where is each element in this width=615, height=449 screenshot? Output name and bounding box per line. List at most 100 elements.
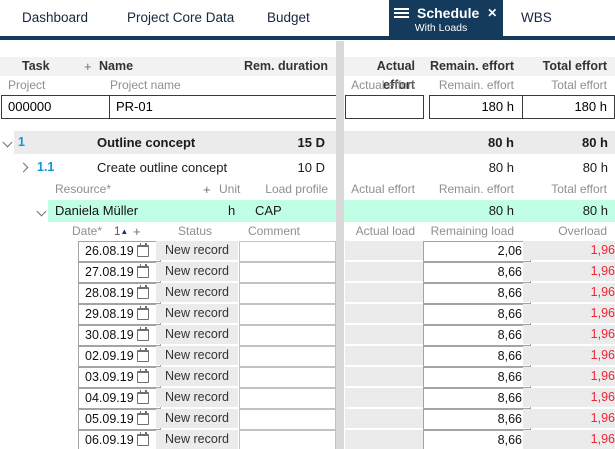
- overload-cell: 1,96: [523, 325, 615, 344]
- status-cell: New record: [156, 388, 238, 407]
- col-task[interactable]: Task: [22, 59, 50, 73]
- add-column-button[interactable]: +: [84, 59, 92, 74]
- resource-row-highlight: [48, 200, 615, 222]
- col-actual-load[interactable]: Actual load: [355, 224, 415, 238]
- load-row: 04.09.19 New record 8,66 1,96: [0, 387, 615, 409]
- calendar-icon[interactable]: [137, 410, 149, 425]
- overload-cell: 1,96: [523, 388, 615, 407]
- project-remain-effort-field[interactable]: 180 h: [429, 95, 523, 119]
- comment-input[interactable]: [239, 283, 336, 304]
- calendar-icon[interactable]: [137, 305, 149, 320]
- task-row-1-1[interactable]: 1.1 Create outline concept 10 D 80 h 80 …: [0, 157, 615, 178]
- sort-indicator[interactable]: 1▲: [114, 226, 129, 238]
- remaining-load-input[interactable]: 8,66: [423, 325, 531, 346]
- overload-cell: 1,96: [523, 409, 615, 428]
- menu-icon[interactable]: [394, 7, 409, 19]
- comment-input[interactable]: [239, 367, 336, 388]
- comment-input[interactable]: [239, 262, 336, 283]
- project-total-effort-field[interactable]: 180 h: [522, 95, 615, 119]
- tab-project-core-data[interactable]: Project Core Data: [127, 10, 235, 25]
- remaining-load-input[interactable]: 8,66: [423, 409, 531, 430]
- remaining-load-input[interactable]: 8,66: [423, 388, 531, 409]
- calendar-icon[interactable]: [137, 347, 149, 362]
- col-overload[interactable]: Overload: [558, 224, 607, 238]
- remaining-load-input[interactable]: 8,66: [423, 430, 531, 449]
- status-cell: New record: [156, 409, 238, 428]
- overload-cell: 1,96: [523, 304, 615, 323]
- project-actual-effort-field[interactable]: [345, 95, 424, 119]
- section-divider: [336, 41, 344, 449]
- comment-input[interactable]: [239, 325, 336, 346]
- add-resource-button[interactable]: +: [203, 182, 211, 197]
- col-load-profile[interactable]: Load profile: [265, 182, 328, 196]
- overload-cell: 1,96: [523, 367, 615, 386]
- project-id-field[interactable]: 000000: [1, 95, 110, 119]
- task-table-header-row: Task + Name Rem. duration Actual effort …: [0, 57, 615, 92]
- calendar-icon[interactable]: [137, 368, 149, 383]
- status-cell: New record: [156, 325, 238, 344]
- comment-input[interactable]: [239, 346, 336, 367]
- comment-input[interactable]: [239, 304, 336, 325]
- calendar-icon[interactable]: [137, 431, 149, 446]
- col-remaining-load[interactable]: Remaining load: [430, 224, 514, 238]
- overload-cell: 1,96: [523, 241, 615, 260]
- actual-load-cell: [345, 241, 423, 260]
- load-row: 05.09.19 New record 8,66 1,96: [0, 408, 615, 430]
- tab-schedule-active[interactable]: Schedule ✕ With Loads: [389, 0, 503, 40]
- load-row: 30.08.19 New record 8,66 1,96: [0, 324, 615, 346]
- col-comment[interactable]: Comment: [248, 224, 301, 238]
- project-name-field[interactable]: PR-01: [109, 95, 337, 119]
- collapse-task-icon[interactable]: [2, 137, 13, 148]
- calendar-icon[interactable]: [137, 242, 149, 257]
- col-resource[interactable]: Resource*: [55, 182, 112, 196]
- add-load-row-button[interactable]: +: [133, 224, 141, 239]
- comment-input[interactable]: [239, 388, 336, 409]
- load-row: 26.08.19 New record 2,06 1,96: [0, 240, 615, 262]
- label-total-effort: Total effort: [551, 78, 607, 92]
- expand-task-icon[interactable]: [18, 162, 29, 173]
- remaining-load-input[interactable]: 2,06: [423, 241, 531, 262]
- remaining-load-input[interactable]: 8,66: [423, 283, 531, 304]
- col-unit[interactable]: Unit: [219, 182, 241, 196]
- comment-input[interactable]: [239, 241, 336, 262]
- col-rem-duration[interactable]: Rem. duration: [243, 59, 328, 73]
- remaining-load-input[interactable]: 8,66: [423, 304, 531, 325]
- comment-input[interactable]: [239, 430, 336, 449]
- task-row-1[interactable]: 1 Outline concept 15 D 80 h 80 h: [0, 131, 615, 154]
- tab-bar: Dashboard Project Core Data Budget WBS: [0, 0, 615, 36]
- tab-wbs[interactable]: WBS: [521, 10, 552, 25]
- task-row-1-highlight: [14, 131, 615, 154]
- remaining-load-input[interactable]: 8,66: [423, 262, 531, 283]
- task-name: Outline concept: [97, 135, 196, 150]
- collapse-resource-icon[interactable]: [36, 206, 47, 217]
- col-status[interactable]: Status: [178, 224, 213, 238]
- task-rem-duration: 15 D: [297, 135, 325, 150]
- status-cell: New record: [156, 241, 238, 260]
- comment-input[interactable]: [239, 409, 336, 430]
- actual-load-cell: [345, 346, 423, 365]
- col-total-effort[interactable]: Total effort: [542, 59, 607, 73]
- task-total-effort: 80 h: [582, 160, 608, 175]
- task-remain-effort: 80 h: [487, 135, 514, 150]
- col-name[interactable]: Name: [99, 59, 134, 73]
- calendar-icon[interactable]: [137, 263, 149, 278]
- tab-budget[interactable]: Budget: [267, 10, 310, 25]
- resource-total-effort: 80 h: [582, 203, 608, 218]
- calendar-icon[interactable]: [137, 284, 149, 299]
- col-remain-effort[interactable]: Remain. effort: [429, 59, 514, 73]
- task-name: Create outline concept: [97, 160, 228, 175]
- col-actual-effort[interactable]: Actual effort: [376, 59, 415, 92]
- actual-load-cell: [345, 283, 423, 302]
- resource-row-selected[interactable]: Daniela Müller h CAP 80 h 80 h: [0, 200, 615, 222]
- calendar-icon[interactable]: [137, 389, 149, 404]
- tab-dashboard[interactable]: Dashboard: [22, 10, 89, 25]
- tab-bar-accent-line: [0, 36, 615, 40]
- close-tab-icon[interactable]: ✕: [487, 6, 498, 20]
- load-row: 03.09.19 New record 8,66 1,96: [0, 366, 615, 388]
- tab-schedule-label: Schedule: [417, 5, 480, 21]
- remaining-load-input[interactable]: 8,66: [423, 367, 531, 388]
- calendar-icon[interactable]: [137, 326, 149, 341]
- status-cell: New record: [156, 367, 238, 386]
- remaining-load-input[interactable]: 8,66: [423, 346, 531, 367]
- col-date[interactable]: Date*: [72, 224, 103, 238]
